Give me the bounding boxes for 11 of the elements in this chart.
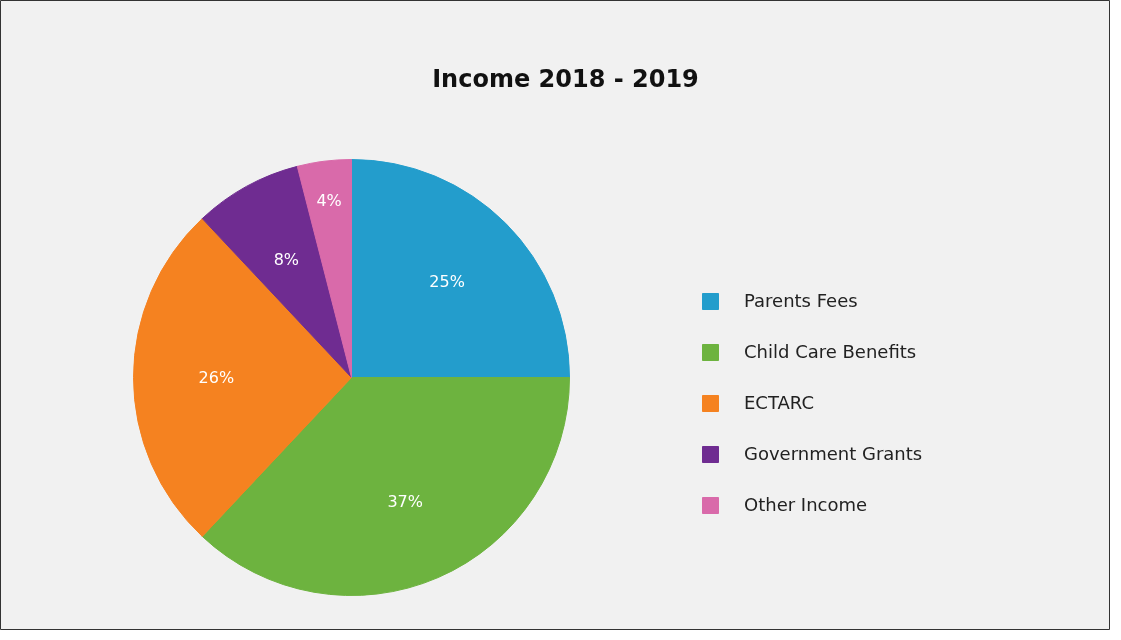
data-label: 8% (273, 249, 300, 269)
legend-label: Government Grants (744, 443, 923, 464)
legend-label: Parents Fees (744, 290, 858, 311)
legend-label: Child Care Benefits (744, 341, 917, 362)
data-label: 4% (316, 190, 342, 210)
legend-label: Other Income (744, 494, 868, 515)
data-label: 25% (429, 272, 465, 292)
legend-label: ECTARC (744, 392, 815, 413)
data-label: 26% (198, 368, 235, 387)
chart-title: Income 2018 - 2019 (432, 64, 699, 93)
data-label: 37% (387, 492, 423, 512)
